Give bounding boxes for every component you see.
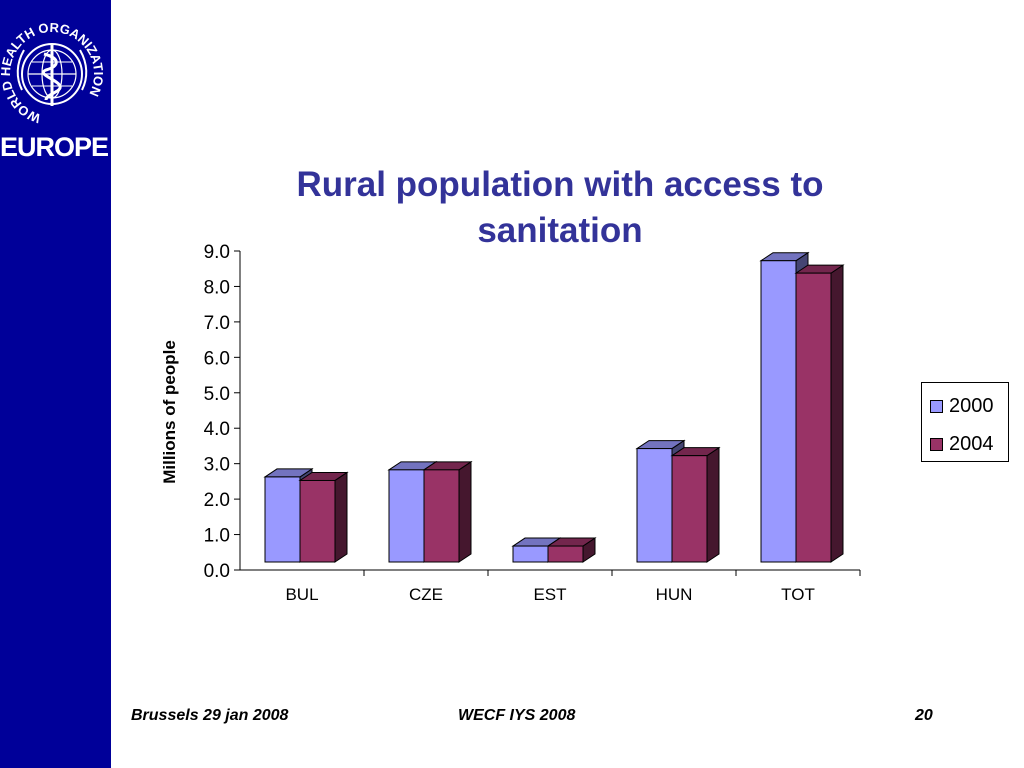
footer-event: WECF IYS 2008 — [458, 707, 576, 724]
bar-2000-TOT — [760, 260, 797, 563]
bar-2004-EST — [547, 545, 584, 563]
bar-2000-EST — [512, 545, 549, 563]
y-tick-label: 5.0 — [204, 384, 230, 405]
bar-2004-HUN — [671, 455, 708, 563]
y-tick-label: 4.0 — [204, 419, 230, 440]
bar-side-2004-HUN — [706, 446, 720, 563]
who-logo-emblem: WORLD HEALTH ORGANIZATION — [0, 20, 111, 130]
chart-legend: 2000 2004 — [921, 382, 1009, 462]
logo-label: EUROPE — [0, 132, 109, 162]
bar-2004-TOT — [795, 272, 832, 563]
x-tick-label: CZE — [409, 585, 443, 604]
y-tick-label: 6.0 — [204, 348, 230, 369]
x-tick-label: TOT — [781, 585, 815, 604]
x-tick-label: HUN — [656, 585, 693, 604]
legend-item-2000: 2000 — [930, 395, 994, 417]
sidebar: WORLD HEALTH ORGANIZATION EUROPE — [0, 0, 111, 768]
chart-title: Rural population with access to sanitati… — [296, 165, 824, 250]
page-number: 20 — [915, 707, 933, 724]
legend-item-2004: 2004 — [930, 433, 994, 455]
bar-2004-BUL — [299, 479, 336, 563]
footer-location-date: Brussels 29 jan 2008 — [131, 707, 289, 724]
y-tick-label: 7.0 — [204, 313, 230, 334]
y-tick-label: 3.0 — [204, 455, 230, 476]
x-tick-label: EST — [533, 585, 566, 604]
legend-swatch-2004 — [930, 437, 943, 451]
bar-2000-HUN — [636, 448, 673, 563]
legend-label-2000: 2000 — [949, 394, 994, 417]
bar-2000-CZE — [388, 469, 425, 563]
legend-swatch-2000 — [930, 399, 943, 413]
x-tick-label: BUL — [285, 585, 318, 604]
legend-label-2004: 2004 — [949, 432, 994, 455]
bar-side-2004-BUL — [334, 471, 348, 563]
y-tick-label: 9.0 — [204, 242, 230, 263]
y-tick-label: 0.0 — [204, 561, 230, 582]
y-tick-label: 2.0 — [204, 490, 230, 511]
bar-side-2004-CZE — [458, 460, 472, 563]
bar-2000-BUL — [264, 476, 301, 563]
bar-2004-CZE — [423, 469, 460, 563]
y-tick-label: 1.0 — [204, 526, 230, 547]
bar-side-2004-TOT — [830, 264, 844, 563]
y-tick-label: 8.0 — [204, 277, 230, 298]
